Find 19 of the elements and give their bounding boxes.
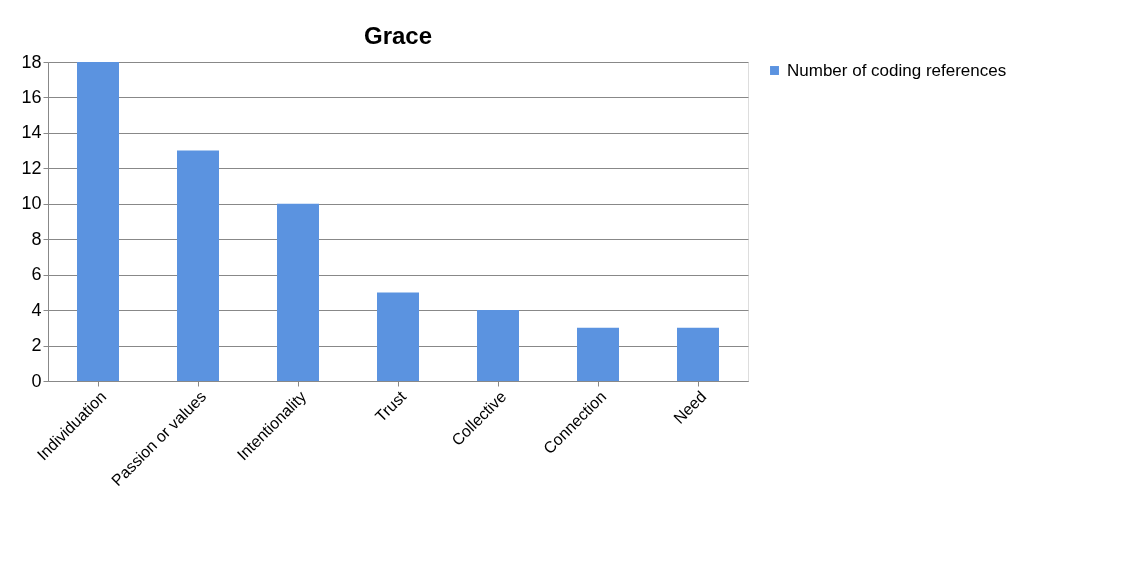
- bar: [77, 62, 119, 381]
- y-tick-label: 16: [21, 86, 42, 107]
- legend-label: Number of coding references: [787, 60, 1007, 80]
- y-tick-label: 2: [31, 335, 42, 356]
- y-tick-label: 10: [21, 193, 42, 214]
- bar: [277, 203, 319, 381]
- y-tick-label: 6: [31, 264, 42, 285]
- bar: [377, 292, 419, 381]
- y-tick-label: 18: [21, 51, 42, 72]
- bar: [677, 327, 719, 381]
- y-tick-label: 12: [21, 157, 42, 178]
- y-tick-label: 4: [31, 299, 42, 320]
- y-tick-label: 0: [31, 370, 42, 391]
- bar: [477, 310, 519, 381]
- bar: [577, 327, 619, 381]
- y-tick-label: 14: [21, 122, 42, 143]
- chart-title: Grace: [363, 22, 433, 49]
- y-tick-label: 8: [31, 228, 42, 249]
- bar: [177, 150, 219, 381]
